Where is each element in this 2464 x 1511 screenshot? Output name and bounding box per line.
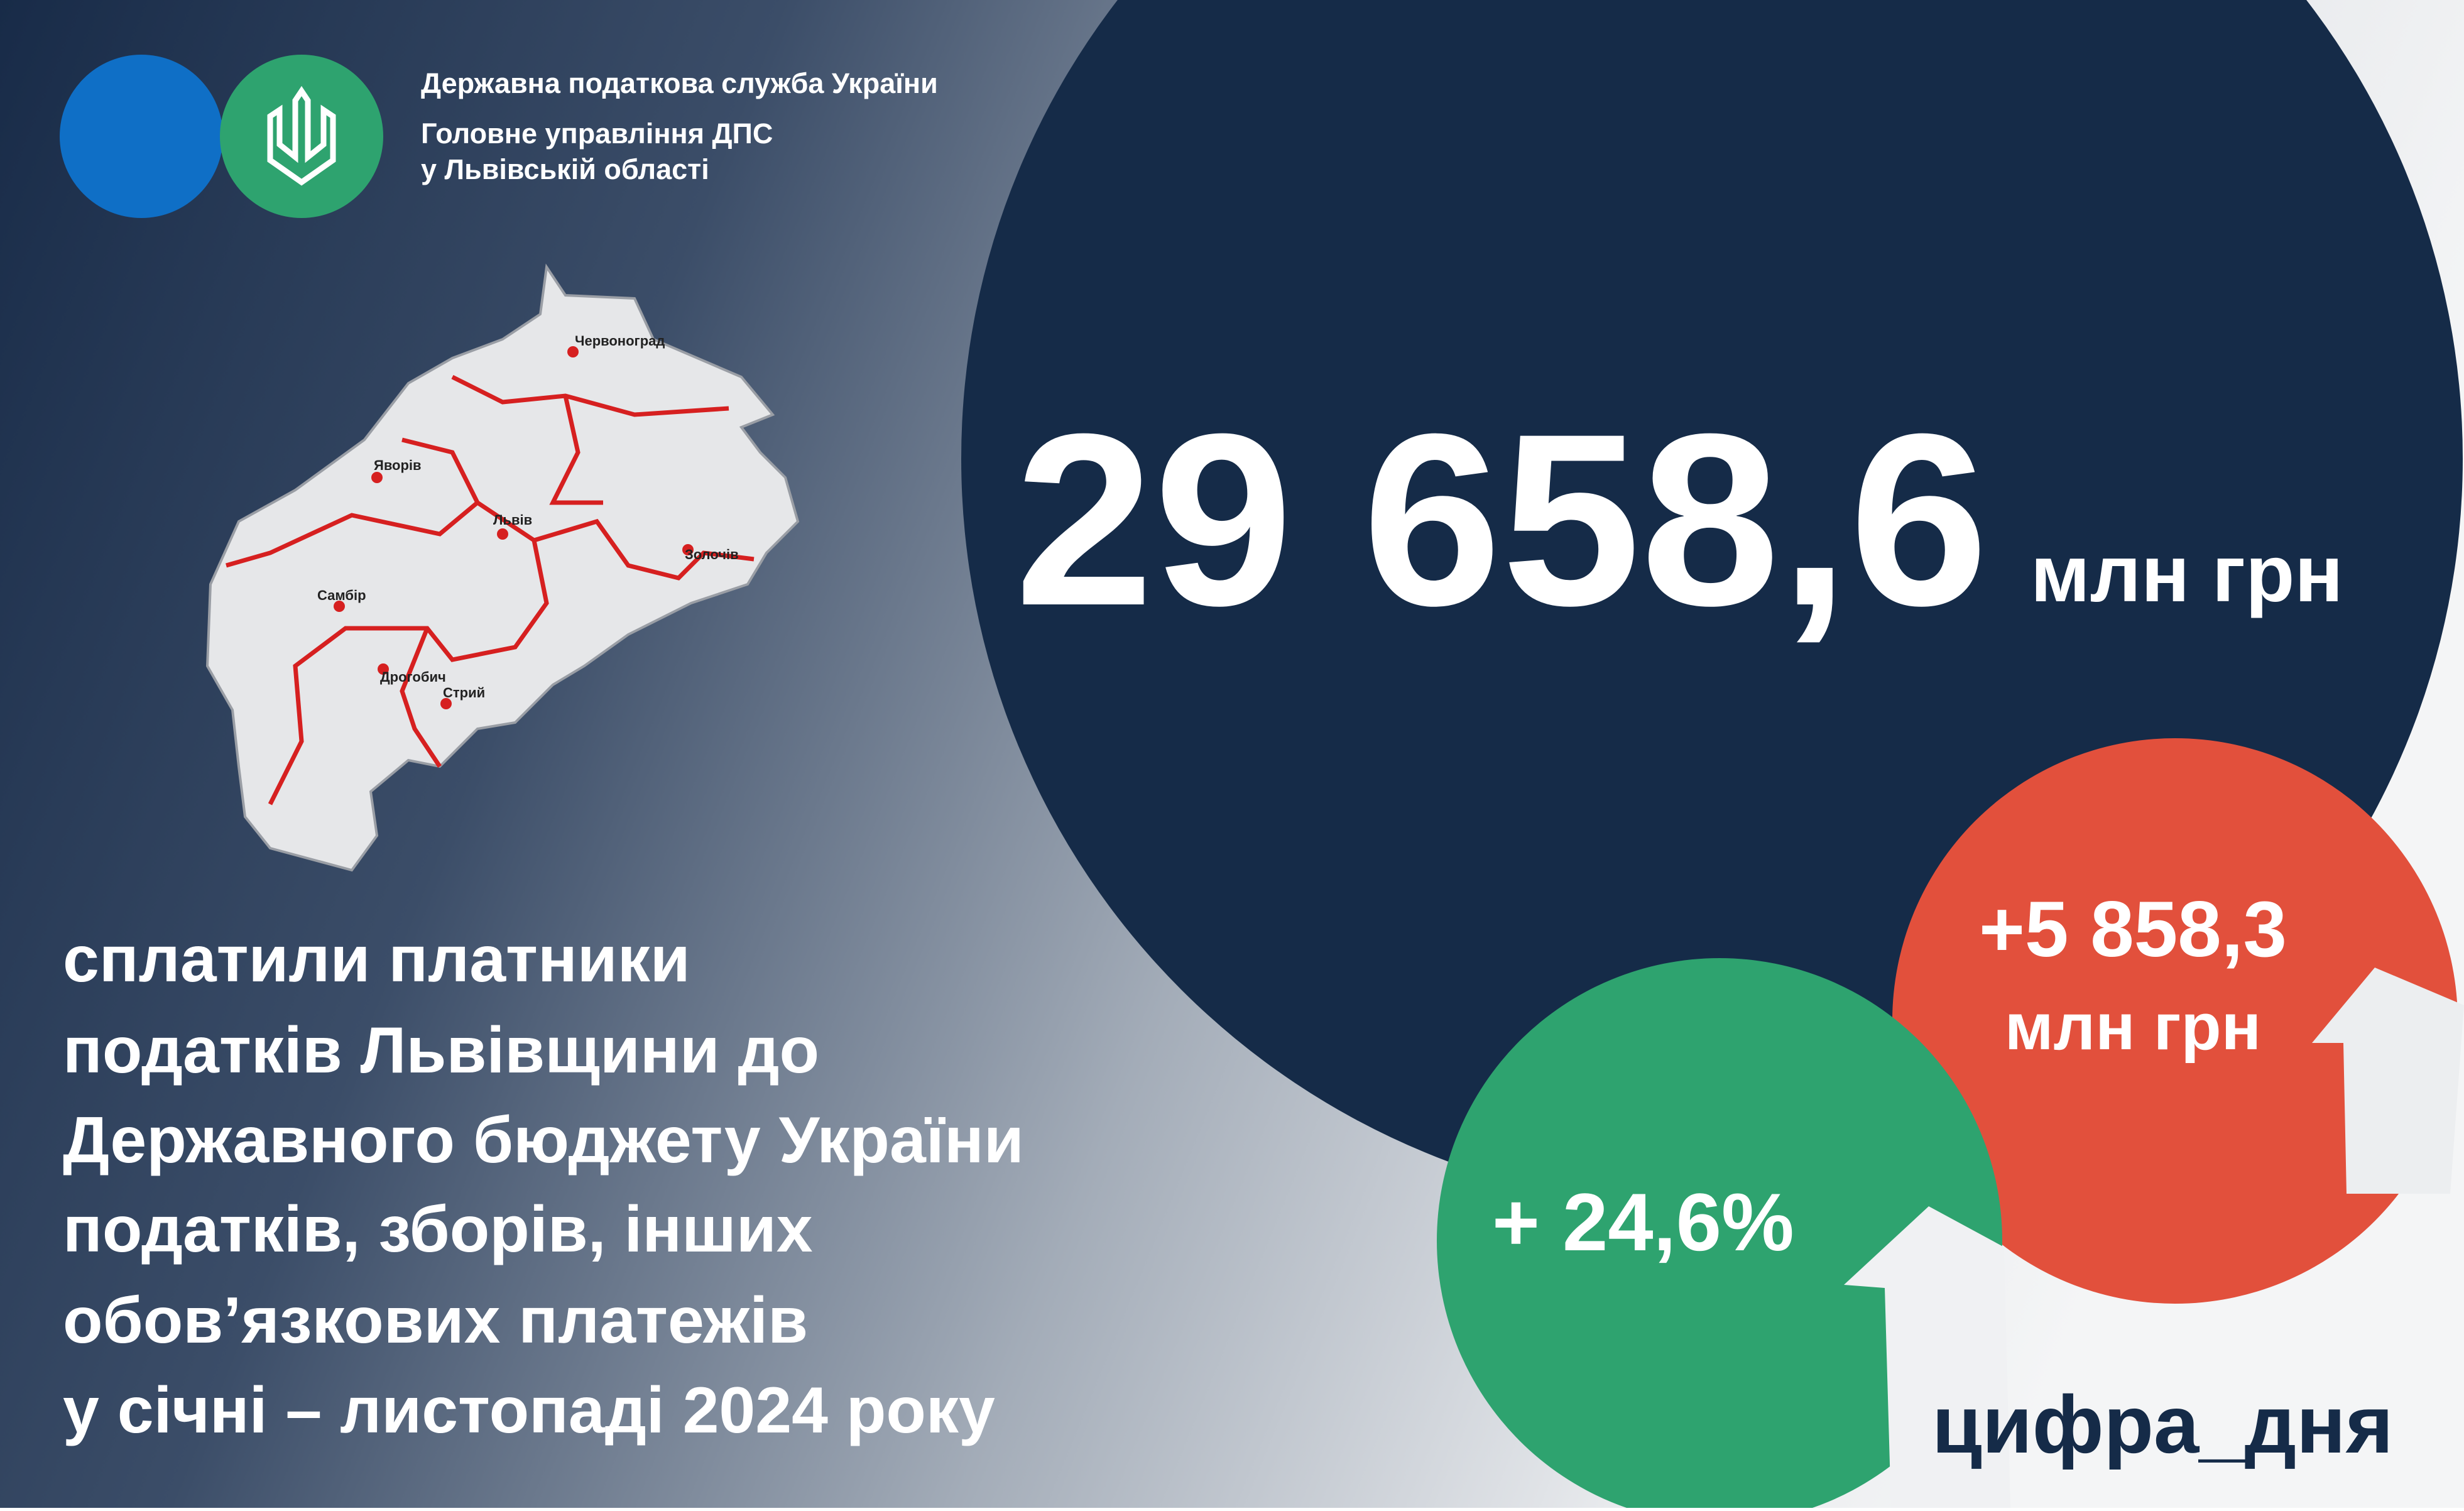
trident-icon <box>267 85 336 186</box>
description-line: податків Львівщини до <box>63 1014 819 1087</box>
description-line: сплатили платники <box>63 923 690 996</box>
amount-circle <box>1892 738 2458 1304</box>
city-marker <box>378 663 389 675</box>
percent-circle <box>1437 958 2002 1511</box>
hashtag: цифра_дня <box>1932 1378 2394 1470</box>
amount-value: +5 858,3 <box>1979 886 2287 973</box>
city-label: Дрогобич <box>380 669 446 685</box>
city-marker <box>440 698 452 709</box>
city-marker <box>334 601 345 612</box>
city-marker <box>497 528 508 540</box>
city-label: Золочів <box>685 547 739 562</box>
city-label: Червоноград <box>575 333 665 349</box>
arrow-up <box>1844 1206 2010 1508</box>
org-region: у Львівській області <box>421 153 709 185</box>
city-marker <box>371 472 383 483</box>
logo-green-circle <box>220 55 383 218</box>
main-value: 29 658,6 <box>1015 383 1988 657</box>
org-name: Державна податкова служба України <box>421 67 938 99</box>
description-line: Державного бюджету України <box>63 1104 1024 1177</box>
city-label: Стрий <box>443 685 485 701</box>
region-map: Червоноград Яворів Львів Золочів Самбір … <box>205 263 800 872</box>
percent-value: + 24,6% <box>1492 1176 1794 1268</box>
arrow-up <box>2312 968 2464 1194</box>
amount-unit: млн грн <box>2005 990 2261 1064</box>
description-line: податків, зборів, інших <box>63 1193 813 1266</box>
main-unit: млн грн <box>2031 529 2343 619</box>
city-marker <box>567 346 579 357</box>
city-marker <box>682 544 694 555</box>
city-label: Яворів <box>374 457 422 473</box>
district-borders <box>226 374 755 805</box>
city-label: Самбір <box>317 587 366 603</box>
logo-blue-circle <box>60 55 223 218</box>
description-line: обов’язкових платежів <box>63 1284 808 1357</box>
description-line: у січні – листопаді 2024 року <box>63 1374 995 1447</box>
org-department: Головне управління ДПС <box>421 117 773 150</box>
city-label: Львів <box>493 512 532 528</box>
